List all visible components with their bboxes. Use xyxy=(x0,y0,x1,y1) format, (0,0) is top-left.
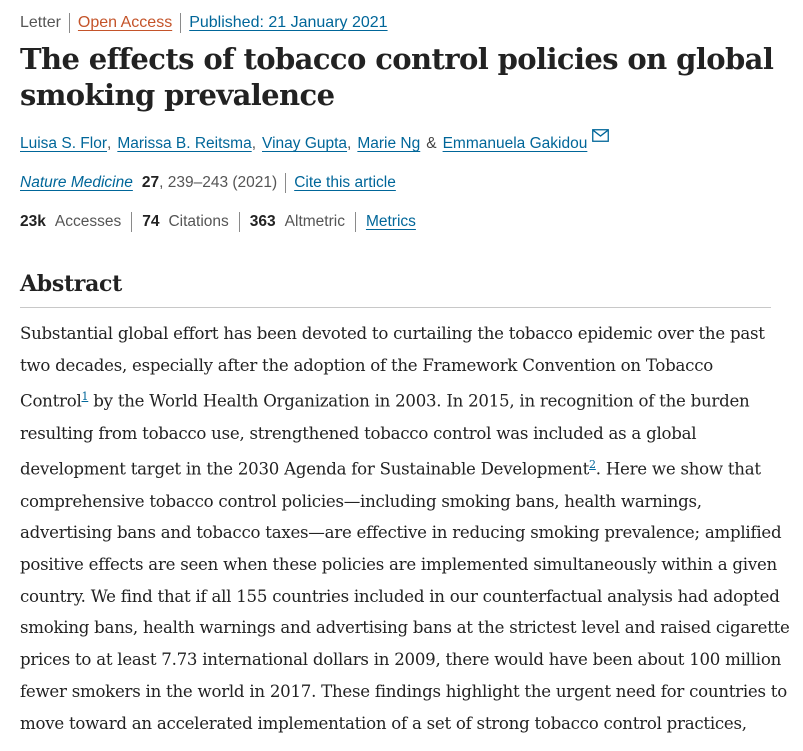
abstract-line: Substantial global effort has been devot… xyxy=(20,324,765,343)
journal-volume: 27 xyxy=(141,174,160,191)
journal-link[interactable]: Nature Medicine xyxy=(20,174,133,191)
reference-link-2[interactable]: 2 xyxy=(589,458,596,472)
abstract-line: advertising bans and tobacco taxes—are e… xyxy=(20,523,782,543)
abstract-fragment: Control xyxy=(20,391,82,411)
divider xyxy=(180,13,182,33)
author-link-gupta[interactable]: Vinay Gupta xyxy=(262,135,348,152)
abstract-line: Control1 by the World Health Organizatio… xyxy=(20,381,780,417)
accesses-label: Accesses xyxy=(54,213,122,230)
author-link-ng[interactable]: Marie Ng xyxy=(357,135,421,152)
divider xyxy=(68,13,70,33)
cite-this-article-link[interactable]: Cite this article xyxy=(294,174,396,191)
abstract-line: resulting from tobacco use, strengthened… xyxy=(20,423,697,443)
divider xyxy=(131,212,133,232)
article-header: Letter Open Access Published: 21 January… xyxy=(0,12,803,739)
mail-icon[interactable] xyxy=(592,129,610,147)
divider xyxy=(238,212,240,232)
metrics-link[interactable]: Metrics xyxy=(365,213,416,230)
abstract-line: country. We find that if all 155 countri… xyxy=(20,586,780,606)
article-title: The effects of tobacco control policies … xyxy=(20,41,780,113)
reference-link-1[interactable]: 1 xyxy=(81,390,89,404)
abstract-line: move toward an accelerated implementatio… xyxy=(20,713,747,733)
title-line-1: The effects of tobacco control policies … xyxy=(20,42,774,76)
journal-pages: , 239–243 (2021) xyxy=(159,174,278,191)
abstract-line: development target in the 2030 Agenda fo… xyxy=(20,449,780,485)
author-link-reitsma[interactable]: Marissa B. Reitsma xyxy=(117,135,252,152)
citations-count: 74 xyxy=(142,213,160,230)
abstract-line: fewer smokers in the world in 2017. Thes… xyxy=(20,681,787,701)
author-ampersand: & xyxy=(426,135,437,152)
citations-label: Citations xyxy=(168,213,229,230)
abstract-line: smoking bans, health warnings and advert… xyxy=(20,618,790,638)
abstract-line: two decades, especially after the adopti… xyxy=(20,355,713,375)
abstract-line: comprehensive tobacco control policies—i… xyxy=(20,491,702,511)
author-link-flor[interactable]: Luisa S. Flor xyxy=(20,135,108,152)
abstract-line: positive effects are seen when these pol… xyxy=(20,554,777,574)
accesses-count: 23k xyxy=(20,213,46,230)
abstract-rule xyxy=(20,307,771,308)
abstract-fragment: by the World Health Organization in 2003… xyxy=(88,391,750,411)
divider xyxy=(285,173,287,193)
title-line-2: smoking prevalence xyxy=(20,78,335,112)
altmetric-score: 363 xyxy=(249,213,276,230)
published-date-link[interactable]: Published: 21 January 2021 xyxy=(189,14,388,31)
author-link-gakidou[interactable]: Emmanuela Gakidou xyxy=(442,135,588,152)
citation-line: Nature Medicine 27, 239–243 (2021) Cite … xyxy=(20,173,771,193)
abstract-line: prices to at least 7.73 international do… xyxy=(20,650,782,670)
author-list: Luisa S. Flor, Marissa B. Reitsma, Vinay… xyxy=(20,129,771,153)
abstract-fragment: development target in the 2030 Agenda fo… xyxy=(20,459,590,479)
abstract-fragment: . Here we show that xyxy=(595,459,761,479)
abstract-text: Substantial global effort has been devot… xyxy=(20,318,790,739)
article-type: Letter xyxy=(20,14,61,31)
altmetric-label: Altmetric xyxy=(284,213,345,230)
article-metrics: 23k Accesses 74 Citations 363 Altmetric … xyxy=(20,212,771,232)
open-access-link[interactable]: Open Access xyxy=(77,14,173,31)
abstract-heading: Abstract xyxy=(20,271,123,297)
divider xyxy=(354,212,356,232)
article-meta: Letter Open Access Published: 21 January… xyxy=(20,12,771,34)
